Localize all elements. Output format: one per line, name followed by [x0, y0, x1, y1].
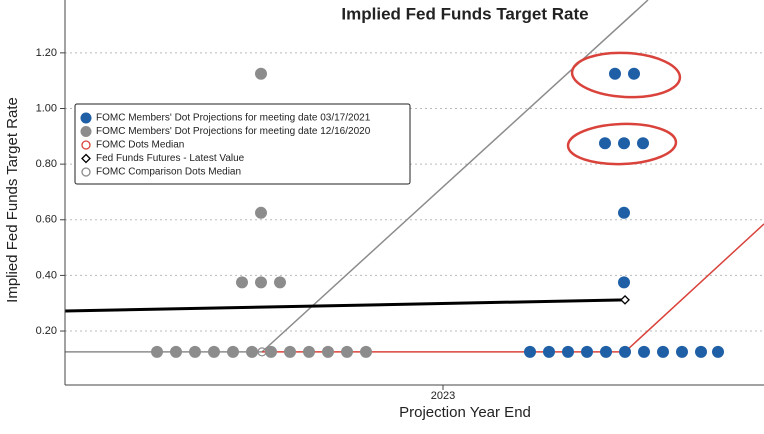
legend-label: FOMC Dots Median — [96, 140, 184, 151]
dot — [255, 206, 267, 219]
line — [262, 223, 764, 353]
dot — [618, 137, 630, 150]
dot — [189, 345, 201, 358]
y-tick-label: 0.40 — [36, 269, 57, 281]
legend-box — [74, 103, 411, 185]
legend-swatch — [80, 112, 92, 124]
dot — [618, 206, 630, 219]
dot — [657, 345, 669, 358]
marker — [81, 140, 91, 150]
dot — [524, 345, 536, 358]
dot — [255, 276, 267, 289]
dot — [637, 137, 649, 150]
marker — [620, 294, 630, 305]
dot — [618, 276, 630, 289]
highlight-circle — [566, 122, 678, 166]
dot — [341, 345, 353, 358]
x-axis-label: Projection Year End — [399, 404, 531, 421]
legend-label: FOMC Members' Dot Projections for meetin… — [96, 113, 371, 124]
dot — [265, 345, 277, 358]
dot — [246, 345, 258, 358]
dot — [208, 345, 220, 358]
dot — [599, 137, 611, 150]
plot-area — [65, 0, 764, 358]
dot — [638, 345, 650, 358]
dot — [303, 345, 315, 358]
highlight-circle — [570, 51, 682, 99]
dot — [255, 67, 267, 80]
dot — [274, 276, 286, 289]
dot — [609, 67, 621, 80]
dot — [284, 345, 296, 358]
dot — [360, 345, 372, 358]
dot — [227, 345, 239, 358]
dot — [236, 276, 248, 289]
dot — [712, 345, 724, 358]
x-tick-label: 2023 — [431, 390, 455, 402]
dot — [170, 345, 182, 358]
dot — [619, 345, 631, 358]
dot — [322, 345, 334, 358]
legend: FOMC Members' Dot Projections for meetin… — [74, 103, 411, 185]
line — [65, 298, 626, 313]
dot — [562, 345, 574, 358]
y-tick-label: 1.00 — [36, 102, 57, 114]
dot — [628, 67, 640, 80]
y-axis-label: Implied Fed Funds Target Rate — [4, 97, 21, 303]
y-tick-label: 0.60 — [36, 214, 57, 226]
y-tick-label: 0.80 — [36, 158, 57, 170]
dot — [581, 345, 593, 358]
y-tick-label: 0.20 — [36, 325, 57, 337]
y-tick-label: 1.20 — [36, 47, 57, 59]
dot — [151, 345, 163, 358]
chart-title: Implied Fed Funds Target Rate — [341, 4, 588, 23]
dot — [676, 345, 688, 358]
legend-swatch — [80, 126, 92, 137]
legend-label: Fed Funds Futures - Latest Value — [96, 153, 245, 164]
dot — [543, 345, 555, 358]
marker — [81, 167, 91, 177]
dot — [695, 345, 707, 358]
legend-label: FOMC Comparison Dots Median — [96, 167, 241, 178]
dot — [600, 345, 612, 358]
marker — [81, 153, 91, 164]
legend-label: FOMC Members' Dot Projections for meetin… — [96, 126, 371, 137]
